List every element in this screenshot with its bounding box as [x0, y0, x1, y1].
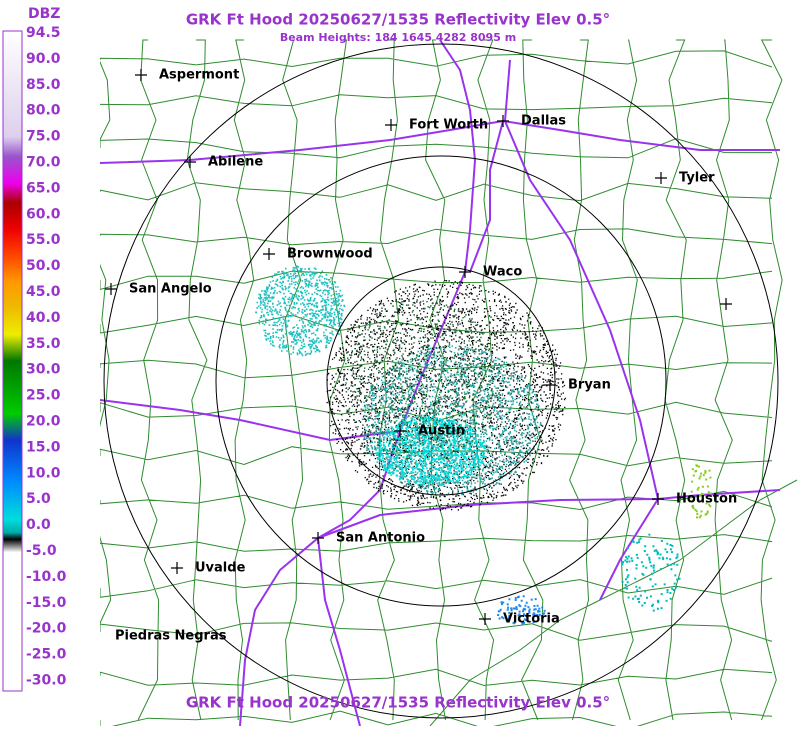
legend-label: 25.0 [26, 388, 61, 404]
city-label: Abilene [208, 155, 263, 170]
legend-label: -15.0 [26, 595, 67, 611]
city-label: Bryan [568, 378, 611, 393]
legend-label: -20.0 [26, 621, 67, 637]
city-label: Houston [676, 492, 737, 507]
echo-cluster [255, 265, 346, 357]
city-marker [479, 613, 491, 625]
footer-title: GRK Ft Hood 20250627/1535 Reflectivity E… [186, 694, 610, 712]
legend-label: -25.0 [26, 647, 67, 663]
city-label: Tyler [679, 171, 715, 186]
legend-label: 85.0 [26, 77, 61, 93]
legend-title: DBZ [28, 6, 60, 22]
legend-label: 90.0 [26, 51, 61, 67]
subtitle: Beam Heights: 184 1645 4282 8095 m [280, 31, 516, 44]
city-marker [263, 248, 275, 260]
city-label: Waco [483, 265, 522, 280]
city-marker [459, 266, 471, 278]
title: GRK Ft Hood 20250627/1535 Reflectivity E… [186, 11, 610, 29]
legend-label: 20.0 [26, 414, 61, 430]
radar-echoes [255, 265, 713, 625]
city-marker [105, 283, 117, 295]
legend-label: 55.0 [26, 232, 61, 248]
city-label: Uvalde [195, 561, 246, 576]
cities: Aspermont Fort Worth Dallas Abilene Tyler Bro… [105, 68, 737, 644]
city-label: Victoria [503, 612, 560, 627]
legend-label: 94.5 [26, 25, 61, 41]
city-marker [394, 425, 406, 437]
range-rings [103, 43, 779, 719]
legend-label: 80.0 [26, 103, 61, 119]
city-label: San Angelo [129, 282, 212, 297]
city-marker [652, 493, 664, 505]
city-label: Aspermont [159, 68, 239, 83]
legend-label: 40.0 [26, 310, 61, 326]
legend-label: 70.0 [26, 155, 61, 171]
city-marker [171, 562, 183, 574]
echo-cluster [326, 280, 566, 511]
city-label: Austin [418, 424, 465, 439]
city-label: San Antonio [336, 531, 425, 546]
legend-label: 45.0 [26, 284, 61, 300]
city-label: Dallas [521, 114, 566, 129]
city-marker [184, 156, 196, 168]
legend-labels: 94.5 90.0 85.0 80.0 75.0 70.0 65.0 60.0 55.0 50.0… [26, 25, 67, 689]
city-marker [720, 298, 732, 310]
legend-label: 15.0 [26, 439, 61, 455]
legend-label: 50.0 [26, 258, 61, 274]
legend-label: 60.0 [26, 206, 61, 222]
city-marker [497, 115, 509, 127]
legend-label: 10.0 [26, 465, 61, 481]
legend-label: 30.0 [26, 362, 61, 378]
city-marker [655, 172, 667, 184]
legend-label: 0.0 [26, 517, 51, 533]
echo-cluster [688, 464, 713, 519]
legend-label: 5.0 [26, 491, 51, 507]
echo-cluster [375, 415, 486, 487]
echo-cluster [343, 300, 501, 460]
city-label: Brownwood [287, 247, 373, 262]
city-marker [135, 69, 147, 81]
city-marker [312, 532, 324, 544]
legend-label: 65.0 [26, 180, 61, 196]
echo-cluster [621, 533, 681, 612]
city-marker [385, 119, 397, 131]
legend-label: -10.0 [26, 569, 67, 585]
legend-label: -30.0 [26, 673, 67, 689]
legend-label: -5.0 [26, 543, 57, 559]
city-marker [544, 379, 556, 391]
city-label: Fort Worth [409, 118, 488, 133]
city-label: Piedras Negras [115, 629, 227, 644]
legend-label: 35.0 [26, 336, 61, 352]
echo-cluster [497, 595, 546, 625]
legend-label: 75.0 [26, 129, 61, 145]
color-scale [2, 30, 23, 692]
